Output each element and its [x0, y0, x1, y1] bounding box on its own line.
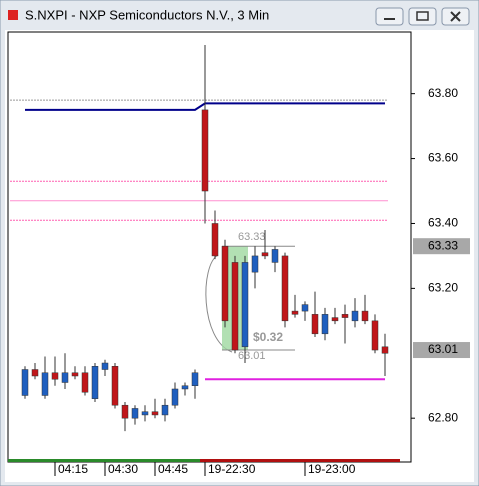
candle-body	[41, 372, 49, 396]
candle-body	[311, 314, 319, 335]
candle-body	[241, 262, 249, 348]
candle-body	[371, 320, 379, 351]
candle-body	[351, 310, 359, 322]
session-bar	[8, 459, 200, 462]
candle-body	[251, 255, 259, 273]
candle-body	[211, 223, 219, 257]
candle-body	[301, 304, 309, 312]
y-tick-label: 62.80	[428, 410, 458, 424]
candle-body	[121, 404, 129, 419]
candle-body	[281, 255, 289, 322]
candle-body	[331, 317, 339, 322]
candle-body	[91, 366, 99, 399]
candle-body	[161, 404, 169, 416]
maximize-button[interactable]	[408, 7, 437, 26]
window-title: S.NXPI - NXP Semiconductors N.V., 3 Min	[25, 7, 269, 22]
x-tick-label: 19-23:00	[308, 462, 356, 476]
price-tag-label: 63.01	[428, 342, 458, 356]
y-tick-label: 63.40	[428, 216, 458, 230]
candle-body	[51, 372, 59, 380]
candle-body	[271, 249, 279, 263]
candle-body	[201, 109, 209, 192]
x-tick-label: 04:45	[158, 462, 188, 476]
price-tag-label: 63.33	[428, 238, 458, 252]
measure-change-label: $0.32	[253, 330, 283, 344]
candle-body	[81, 372, 89, 393]
candle-body	[181, 385, 189, 390]
candle-body	[141, 411, 149, 416]
measure-high-label: 63.33	[238, 231, 266, 243]
session-bar	[200, 459, 400, 462]
measure-low-label: 63.01	[238, 350, 266, 362]
candle-body	[151, 411, 159, 416]
x-tick-label: 04:15	[58, 462, 88, 476]
candle-body	[131, 408, 139, 419]
candle-body	[221, 245, 229, 322]
candle-body	[31, 369, 39, 377]
candle-body	[261, 252, 269, 257]
price-tag	[413, 238, 470, 255]
candle-body	[361, 310, 369, 322]
plot-area	[7, 31, 412, 463]
minimize-button[interactable]	[375, 7, 404, 26]
y-tick-label: 63.20	[428, 281, 458, 295]
candle-body	[101, 362, 109, 370]
candle-body	[61, 372, 69, 383]
candle-body	[231, 262, 239, 351]
candle-body	[381, 346, 389, 354]
candle-body	[321, 314, 329, 335]
candle-body	[111, 366, 119, 406]
window-buttons	[375, 7, 470, 26]
candle-body	[21, 369, 29, 396]
candle-body	[291, 310, 299, 315]
app-icon	[8, 10, 18, 20]
x-tick-label: 04:30	[108, 462, 138, 476]
candle-body	[71, 372, 79, 377]
y-tick-label: 63.60	[428, 151, 458, 165]
price-tag	[413, 342, 470, 359]
candle-body	[171, 388, 179, 406]
x-tick-label: 19-22:30	[208, 462, 256, 476]
candle-body	[191, 372, 199, 386]
candle-body	[341, 314, 349, 318]
y-tick-label: 63.80	[428, 86, 458, 100]
